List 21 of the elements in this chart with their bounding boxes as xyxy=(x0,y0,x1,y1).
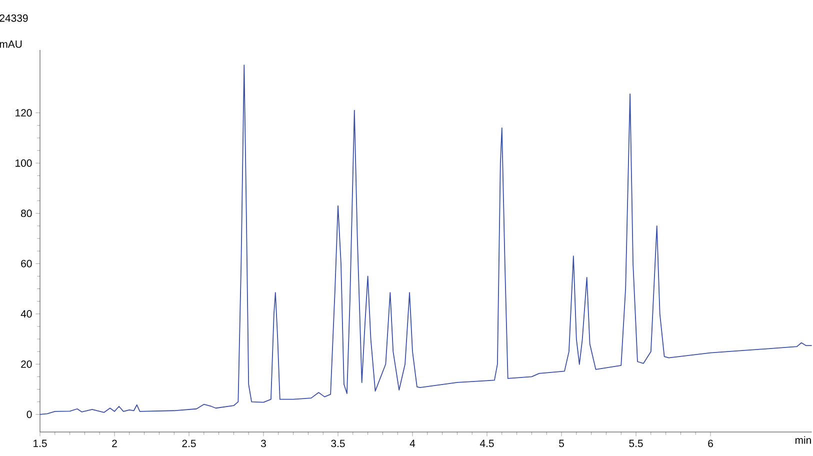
y-tick-label: 120 xyxy=(16,109,32,117)
x-tick-label: 2 xyxy=(112,440,117,448)
x-tick-label: 6 xyxy=(708,440,713,448)
x-tick-label: 5.5 xyxy=(629,440,643,448)
x-axis-title: min xyxy=(795,436,811,444)
chart-title: 24339 xyxy=(0,14,28,22)
y-tick-label: 0 xyxy=(26,410,32,418)
x-tick-label: 3.5 xyxy=(331,440,345,448)
x-tick-label: 4.5 xyxy=(480,440,494,448)
x-tick-label: 5 xyxy=(559,440,564,448)
x-tick-label: 3 xyxy=(260,440,266,448)
y-tick-label: 20 xyxy=(21,360,32,368)
x-tick-label: 1.5 xyxy=(34,440,47,448)
y-tick-label: 60 xyxy=(21,260,32,268)
x-tick-label: 4 xyxy=(410,440,416,447)
y-tick-label: 100 xyxy=(16,159,32,167)
y-tick-label: 40 xyxy=(20,310,32,318)
y-axis-title: mAU xyxy=(0,40,22,48)
line-series xyxy=(40,64,812,415)
x-tick-label: 2.5 xyxy=(182,440,196,448)
y-tick-label: 80 xyxy=(21,210,32,218)
